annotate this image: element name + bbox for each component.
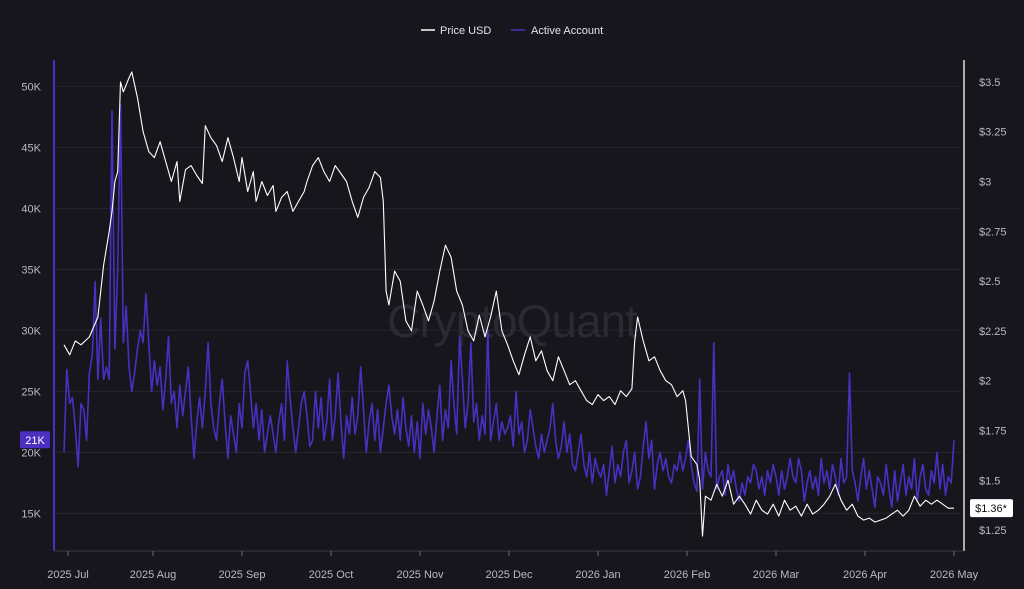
y-left-tick-label: 30K [21, 325, 41, 337]
y-left-tick-label: 40K [21, 203, 41, 215]
x-tick-label: 2025 Sep [218, 569, 265, 581]
watermark: CryptoQuant [387, 295, 638, 347]
y-left-tick-label: 25K [21, 386, 41, 398]
y-left-tick-label: 50K [21, 81, 41, 93]
series-layer [63, 71, 955, 537]
y-left-tick-label: 35K [21, 264, 41, 276]
y-right-tick-label: $2.75 [979, 226, 1007, 238]
right-badge-bg [970, 499, 1013, 518]
x-tick-label: 2025 Oct [309, 569, 354, 581]
y-right-tick-label: $1.25 [979, 525, 1007, 537]
y-right-tick-label: $3 [979, 177, 991, 189]
y-right-tick-label: $3.25 [979, 127, 1007, 139]
x-tick-label: 2026 Jan [575, 569, 620, 581]
series-line-price [63, 71, 954, 537]
left-value-badge: 21K [20, 431, 50, 449]
y-right-tick-label: $2 [979, 376, 991, 388]
x-tick-label: 2025 Dec [485, 569, 533, 581]
left-axis-ticks: 50K 45K 40K 35K 30K 25K 20K 15K [21, 81, 41, 520]
x-tick-label: 2025 Nov [396, 569, 444, 581]
legend-label-price: Price USD [440, 25, 491, 37]
x-axis-ticks: 2025 Jul 2025 Aug 2025 Sep 2025 Oct 2025 Nov… [47, 551, 979, 581]
x-tick-label: 2025 Aug [130, 569, 177, 581]
y-right-tick-label: $1.75 [979, 425, 1007, 437]
right-value-badge: $1.36* [970, 499, 1013, 518]
y-left-tick-label: 15K [21, 508, 41, 520]
gridlines [56, 85, 962, 514]
x-tick-label: 2026 Apr [843, 569, 887, 581]
y-left-tick-label: 45K [21, 142, 41, 154]
legend-item-price[interactable]: Price USD [421, 25, 491, 37]
legend-label-active-account: Active Account [531, 25, 603, 37]
y-left-tick-label: 20K [21, 447, 41, 459]
x-tick-label: 2026 Feb [664, 569, 710, 581]
y-right-tick-label: $2.25 [979, 326, 1007, 338]
x-tick-label: 2025 Jul [47, 569, 89, 581]
y-right-tick-label: $3.5 [979, 77, 1000, 89]
left-badge-text: 21K [25, 435, 45, 447]
x-tick-label: 2026 May [930, 569, 979, 581]
legend[interactable]: Price USD Active Account [421, 25, 603, 37]
y-right-tick-label: $1.5 [979, 475, 1000, 487]
right-badge-text: $1.36* [975, 503, 1008, 515]
x-tick-label: 2026 Mar [753, 569, 800, 581]
legend-item-active-account[interactable]: Active Account [511, 25, 603, 37]
right-axis-ticks: $3.5 $3.25 $3 $2.75 $2.5 $2.25 $2 $1.75 $1.5 $1.2… [979, 77, 1007, 537]
left-badge-bg [20, 431, 50, 449]
y-right-tick-label: $2.5 [979, 276, 1000, 288]
series-line-active-account [63, 103, 955, 509]
